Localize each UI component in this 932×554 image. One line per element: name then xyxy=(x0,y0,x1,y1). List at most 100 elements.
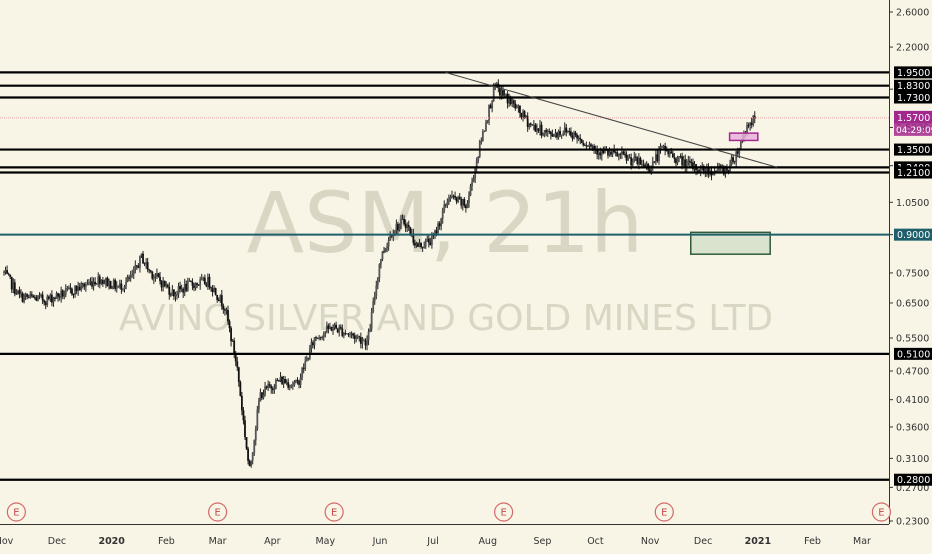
candle xyxy=(325,321,328,334)
candle xyxy=(367,328,370,346)
candle xyxy=(457,195,460,204)
candle xyxy=(444,203,447,208)
candle xyxy=(12,278,15,294)
demand-zone[interactable] xyxy=(690,231,771,255)
candle xyxy=(268,381,271,389)
earnings-marker[interactable]: E xyxy=(494,502,514,522)
time-axis[interactable]: Nov Dec 2020 Feb Mar Apr May Jun Jul Aug Sep Oct Nov… xyxy=(0,524,889,548)
candle xyxy=(194,282,197,291)
level-label-box xyxy=(894,347,932,360)
svg-text:E: E xyxy=(13,508,19,519)
candle xyxy=(361,336,364,349)
level-label: 0.2800 xyxy=(897,475,930,486)
candle xyxy=(684,154,687,172)
candle xyxy=(673,153,676,163)
candle xyxy=(159,271,161,285)
candle xyxy=(109,280,112,289)
candle xyxy=(364,338,367,350)
watermark-symbol-text: ASM xyxy=(247,174,430,272)
candle xyxy=(97,272,100,288)
y-tick-label: 0.4700 xyxy=(896,367,929,378)
candle xyxy=(574,130,577,138)
earnings-marker[interactable]: E xyxy=(324,502,344,522)
candle xyxy=(319,336,322,341)
candle xyxy=(180,284,183,292)
candle xyxy=(190,280,192,283)
candle xyxy=(607,150,609,159)
earnings-marker[interactable]: E xyxy=(871,502,892,522)
candle xyxy=(667,150,670,158)
x-tick-label: Dec xyxy=(48,536,66,547)
candle xyxy=(18,286,21,299)
candle xyxy=(570,127,572,138)
candle xyxy=(154,273,157,282)
candle xyxy=(23,293,25,304)
candle xyxy=(653,161,656,164)
candle xyxy=(262,389,265,400)
candle xyxy=(356,334,359,340)
candle xyxy=(183,278,186,297)
candle xyxy=(46,294,49,307)
candle xyxy=(40,293,42,298)
candle xyxy=(514,100,517,111)
candle xyxy=(57,292,59,302)
candle xyxy=(671,150,674,158)
candle xyxy=(126,274,129,283)
x-tick-label: Mar xyxy=(853,536,871,547)
supply-zone[interactable] xyxy=(728,132,759,142)
candle xyxy=(122,288,124,292)
trendline[interactable] xyxy=(445,71,778,168)
candle xyxy=(69,283,72,294)
earnings-marker[interactable]: E xyxy=(654,502,674,522)
candle xyxy=(103,279,106,285)
earnings-marker[interactable]: E xyxy=(6,502,26,522)
candle xyxy=(227,305,229,325)
earnings-marker[interactable]: E xyxy=(208,502,228,522)
price-axis[interactable]: 2.60002.20001.80001.50001.25001.05000.90… xyxy=(889,0,932,550)
candle xyxy=(587,145,589,148)
candle xyxy=(387,236,390,251)
candle xyxy=(324,330,327,338)
candle xyxy=(114,278,117,292)
candle xyxy=(562,130,565,137)
candle xyxy=(483,130,486,133)
candle xyxy=(707,163,710,179)
candle xyxy=(273,384,276,394)
trendline-layer[interactable] xyxy=(445,71,778,168)
candle xyxy=(543,129,546,138)
candle xyxy=(485,119,487,132)
x-tick-label: Sep xyxy=(534,536,552,547)
y-tick-label: 0.2300 xyxy=(896,517,929,528)
candle xyxy=(639,156,642,165)
candle xyxy=(557,129,560,140)
candle xyxy=(313,337,316,350)
candle xyxy=(270,384,273,394)
candle xyxy=(455,196,458,205)
candle xyxy=(363,338,365,342)
y-tick-label: 0.7500 xyxy=(896,268,929,279)
level-label-box xyxy=(894,473,932,486)
candle xyxy=(151,270,154,281)
candle xyxy=(469,183,472,197)
candle xyxy=(149,269,152,274)
candle xyxy=(169,292,172,297)
candle xyxy=(353,332,356,344)
candle xyxy=(72,293,75,299)
candle xyxy=(288,384,291,391)
candle xyxy=(617,153,620,161)
candle xyxy=(732,154,735,164)
x-tick-label: Apr xyxy=(264,536,281,547)
watermark-interval-text: 21h xyxy=(483,174,643,272)
candle xyxy=(537,128,540,133)
candle xyxy=(78,283,81,291)
candle xyxy=(526,112,529,132)
candle xyxy=(687,155,690,166)
x-tick-label: Jun xyxy=(372,536,388,547)
candle xyxy=(692,158,694,171)
candle xyxy=(29,291,32,299)
candle xyxy=(125,277,127,290)
candle xyxy=(477,156,480,164)
